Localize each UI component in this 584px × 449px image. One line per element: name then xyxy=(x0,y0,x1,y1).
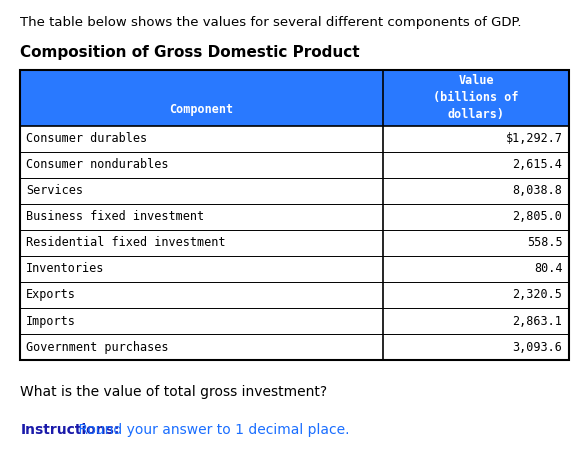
Text: Consumer nondurables: Consumer nondurables xyxy=(26,158,169,171)
Text: Inventories: Inventories xyxy=(26,263,105,275)
Text: 80.4: 80.4 xyxy=(534,263,562,275)
Text: 2,320.5: 2,320.5 xyxy=(513,289,562,301)
Text: $1,292.7: $1,292.7 xyxy=(505,132,562,145)
Text: Composition of Gross Domestic Product: Composition of Gross Domestic Product xyxy=(20,45,360,60)
Text: 558.5: 558.5 xyxy=(527,237,562,249)
Text: Services: Services xyxy=(26,185,84,197)
Text: Imports: Imports xyxy=(26,315,76,327)
Text: What is the value of total gross investment?: What is the value of total gross investm… xyxy=(20,385,328,399)
Text: 8,038.8: 8,038.8 xyxy=(513,185,562,197)
Text: Exports: Exports xyxy=(26,289,76,301)
Text: Government purchases: Government purchases xyxy=(26,341,169,353)
Text: The table below shows the values for several different components of GDP.: The table below shows the values for sev… xyxy=(20,16,522,29)
Text: Round your answer to 1 decimal place.: Round your answer to 1 decimal place. xyxy=(74,423,350,437)
Text: 2,863.1: 2,863.1 xyxy=(513,315,562,327)
Text: Business fixed investment: Business fixed investment xyxy=(26,211,204,223)
Text: Component: Component xyxy=(169,103,234,116)
Text: 2,805.0: 2,805.0 xyxy=(513,211,562,223)
Text: Value
(billions of
dollars): Value (billions of dollars) xyxy=(433,74,519,121)
Text: 3,093.6: 3,093.6 xyxy=(513,341,562,353)
Text: 2,615.4: 2,615.4 xyxy=(513,158,562,171)
Text: Instructions:: Instructions: xyxy=(20,423,120,437)
Text: Consumer durables: Consumer durables xyxy=(26,132,147,145)
Text: Residential fixed investment: Residential fixed investment xyxy=(26,237,226,249)
